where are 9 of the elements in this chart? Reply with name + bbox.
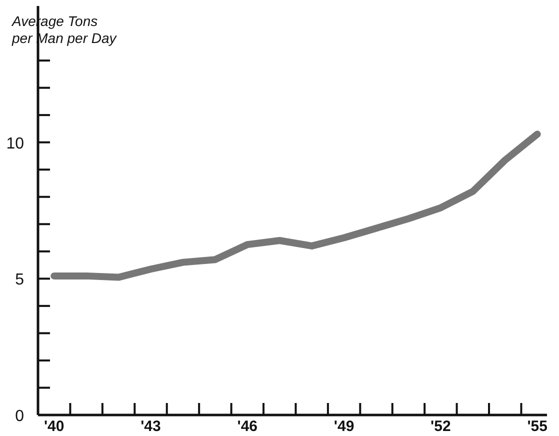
- x-tick-label: '55: [527, 418, 548, 435]
- x-tick-label: '52: [430, 418, 451, 435]
- x-tick-label: '49: [334, 418, 354, 435]
- y-tick-label: 10: [6, 135, 24, 152]
- y-tick-label: 5: [15, 272, 24, 289]
- x-tick-label: '43: [140, 418, 161, 435]
- x-tick-label: '46: [237, 418, 258, 435]
- y-tick-label: 0: [15, 408, 24, 425]
- x-tick-label: '40: [44, 418, 64, 435]
